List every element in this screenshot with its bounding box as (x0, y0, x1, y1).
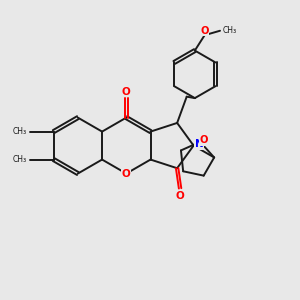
Text: O: O (176, 191, 184, 201)
Text: O: O (200, 135, 208, 146)
Text: N: N (194, 139, 203, 149)
Text: CH₃: CH₃ (12, 127, 26, 136)
Text: O: O (122, 87, 131, 97)
Text: CH₃: CH₃ (12, 155, 26, 164)
Text: CH₃: CH₃ (222, 26, 236, 35)
Text: O: O (200, 26, 209, 36)
Text: O: O (122, 169, 131, 178)
